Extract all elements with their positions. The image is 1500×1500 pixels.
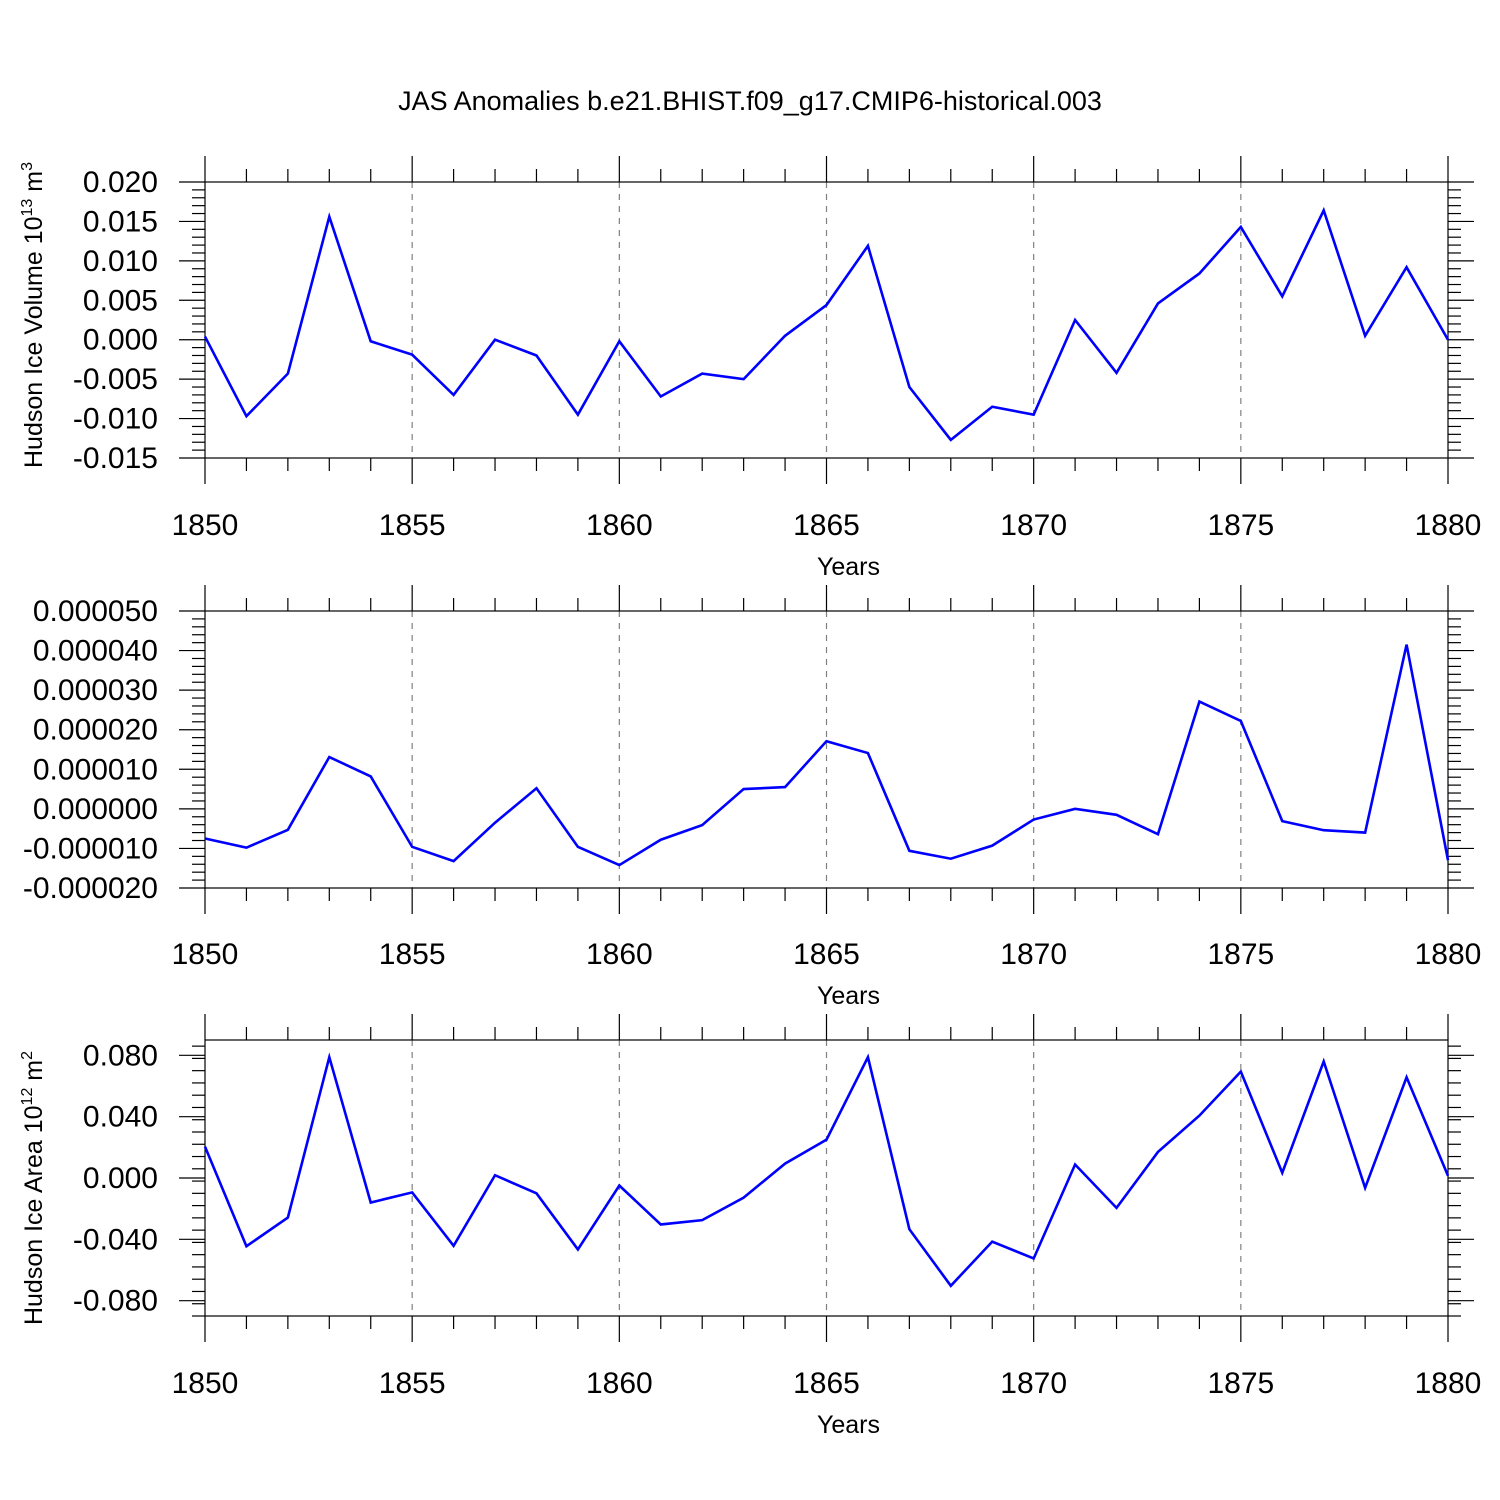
- x-tick-label: 1850: [172, 938, 239, 971]
- y-tick-label: 0.000: [83, 1162, 158, 1195]
- y-tick-label: 0.000: [83, 324, 158, 357]
- y-tick-label: -0.005: [73, 363, 158, 396]
- y-axis-title: Hudson Ice Volume 1013 m3: [19, 162, 48, 468]
- x-tick-label: 1855: [379, 938, 446, 971]
- x-axis-title: Years: [817, 553, 880, 581]
- y-tick-label: 0.015: [83, 205, 158, 238]
- x-axis-title: Years: [817, 1411, 880, 1439]
- x-tick-label: 1865: [793, 509, 860, 542]
- x-tick-label: 1880: [1415, 938, 1482, 971]
- y-tick-label: 0.000050: [33, 595, 158, 628]
- y-tick-label: 0.040: [83, 1101, 158, 1134]
- x-tick-label: 1855: [379, 509, 446, 542]
- y-tick-label: -0.000020: [23, 872, 158, 905]
- y-tick-label: 0.000030: [33, 674, 158, 707]
- y-tick-label: 0.020: [83, 166, 158, 199]
- x-tick-label: 1855: [379, 1367, 446, 1400]
- y-tick-label: 0.000040: [33, 635, 158, 668]
- x-tick-label: 1860: [586, 1367, 653, 1400]
- x-tick-label: 1860: [586, 938, 653, 971]
- x-tick-label: 1870: [1000, 938, 1067, 971]
- chart-panel-3: 1850 1855 1860 1865 1870 1875 1880 0.080 0.040 0.…: [19, 1014, 1481, 1439]
- y-tick-label: -0.080: [73, 1285, 158, 1318]
- x-tick-label: 1860: [586, 509, 653, 542]
- figure-title: JAS Anomalies b.e21.BHIST.f09_g17.CMIP6-…: [398, 86, 1102, 116]
- series-line: [203, 1052, 1450, 1288]
- chart-panel-2: 1850 1855 1860 1865 1870 1875 1880 0.000050 0.00…: [23, 585, 1482, 1010]
- y-tick-label: 0.000020: [33, 714, 158, 747]
- x-tick-label: 1850: [172, 1367, 239, 1400]
- y-tick-label: 0.010: [83, 245, 158, 278]
- y-tick-label: 0.000010: [33, 753, 158, 786]
- x-tick-label: 1875: [1207, 509, 1274, 542]
- x-tick-label: 1850: [172, 509, 239, 542]
- series-line: [203, 206, 1450, 442]
- y-tick-label: -0.010: [73, 403, 158, 436]
- chart-panel-1: 1850 1855 1860 1865 1870 1875 1880 0.020 0.015 0.…: [19, 156, 1481, 581]
- y-tick-label: 0.080: [83, 1039, 158, 1072]
- y-tick-label: -0.000010: [23, 832, 158, 865]
- series-line: [204, 644, 1450, 867]
- x-tick-label: 1870: [1000, 509, 1067, 542]
- y-tick-label: -0.040: [73, 1223, 158, 1256]
- x-tick-label: 1865: [793, 1367, 860, 1400]
- y-tick-label: 0.005: [83, 284, 158, 317]
- x-tick-label: 1865: [793, 938, 860, 971]
- x-tick-label: 1880: [1415, 1367, 1482, 1400]
- x-axis-title: Years: [817, 982, 880, 1010]
- panels: 1850 1855 1860 1865 1870 1875 1880 0.020 0.015 0.…: [19, 156, 1481, 1439]
- y-axis-title: Hudson Ice Area 1012 m2: [19, 1051, 48, 1325]
- x-tick-label: 1880: [1415, 509, 1482, 542]
- x-tick-label: 1875: [1207, 1367, 1274, 1400]
- y-tick-label: -0.015: [73, 442, 158, 475]
- x-tick-label: 1870: [1000, 1367, 1067, 1400]
- x-tick-label: 1875: [1207, 938, 1274, 971]
- y-tick-label: 0.000000: [33, 793, 158, 826]
